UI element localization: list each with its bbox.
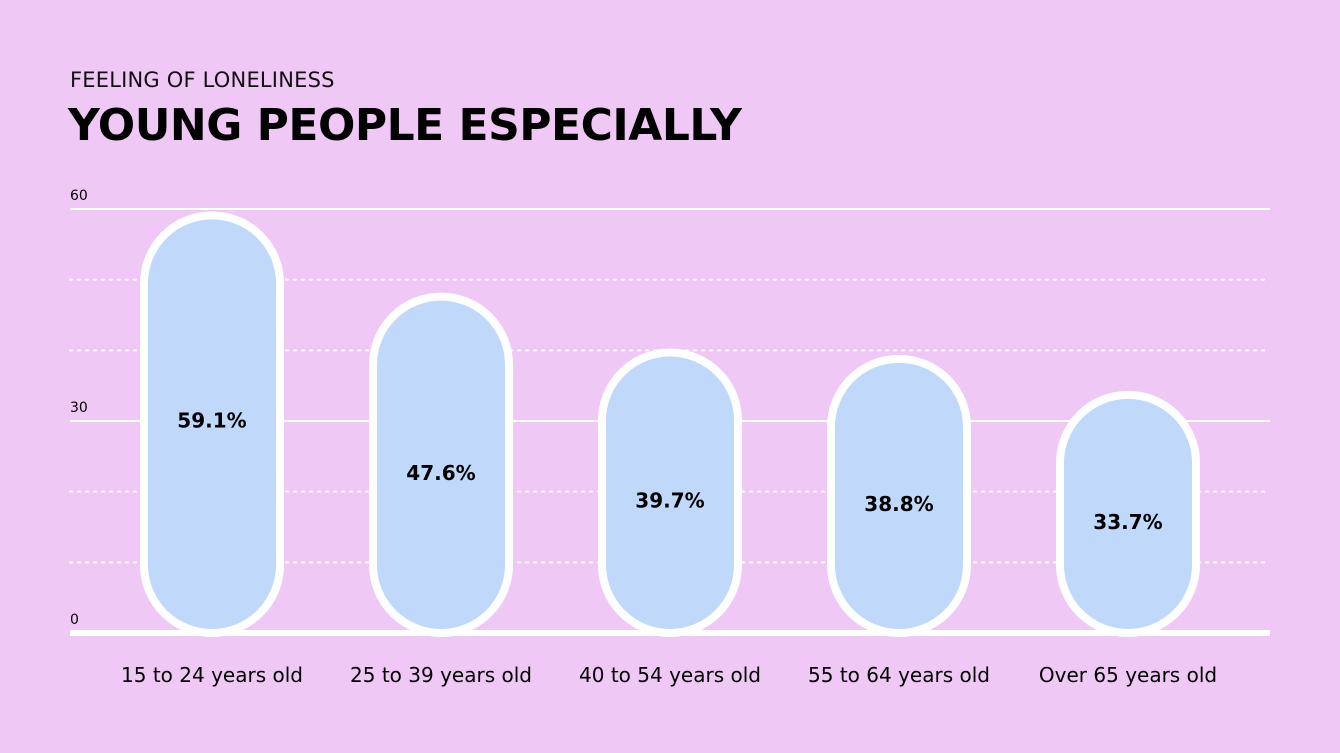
- bar: [1056, 390, 1200, 637]
- bar: [140, 211, 284, 638]
- bar-value-label: 59.1%: [177, 408, 246, 432]
- bar: [598, 348, 742, 637]
- x-category-label: Over 65 years old: [1039, 663, 1217, 687]
- y-tick-label: 30: [70, 400, 88, 416]
- bar-value-label: 39.7%: [635, 489, 704, 513]
- chart-subtitle: FEELING OF LONELINESS: [70, 68, 335, 92]
- chart-title: YOUNG PEOPLE ESPECIALLY: [68, 100, 742, 151]
- bar-value-label: 33.7%: [1093, 510, 1162, 534]
- x-category-label: 40 to 54 years old: [579, 663, 761, 687]
- bar-value-label: 47.6%: [406, 461, 475, 485]
- bar: [827, 354, 971, 637]
- x-category-label: 15 to 24 years old: [121, 663, 303, 687]
- x-category-label: 25 to 39 years old: [350, 663, 532, 687]
- bar: [369, 292, 513, 637]
- x-category-label: 55 to 64 years old: [808, 663, 990, 687]
- y-tick-label: 60: [70, 188, 88, 204]
- y-tick-label: 0: [70, 612, 79, 628]
- bar-value-label: 38.8%: [864, 492, 933, 516]
